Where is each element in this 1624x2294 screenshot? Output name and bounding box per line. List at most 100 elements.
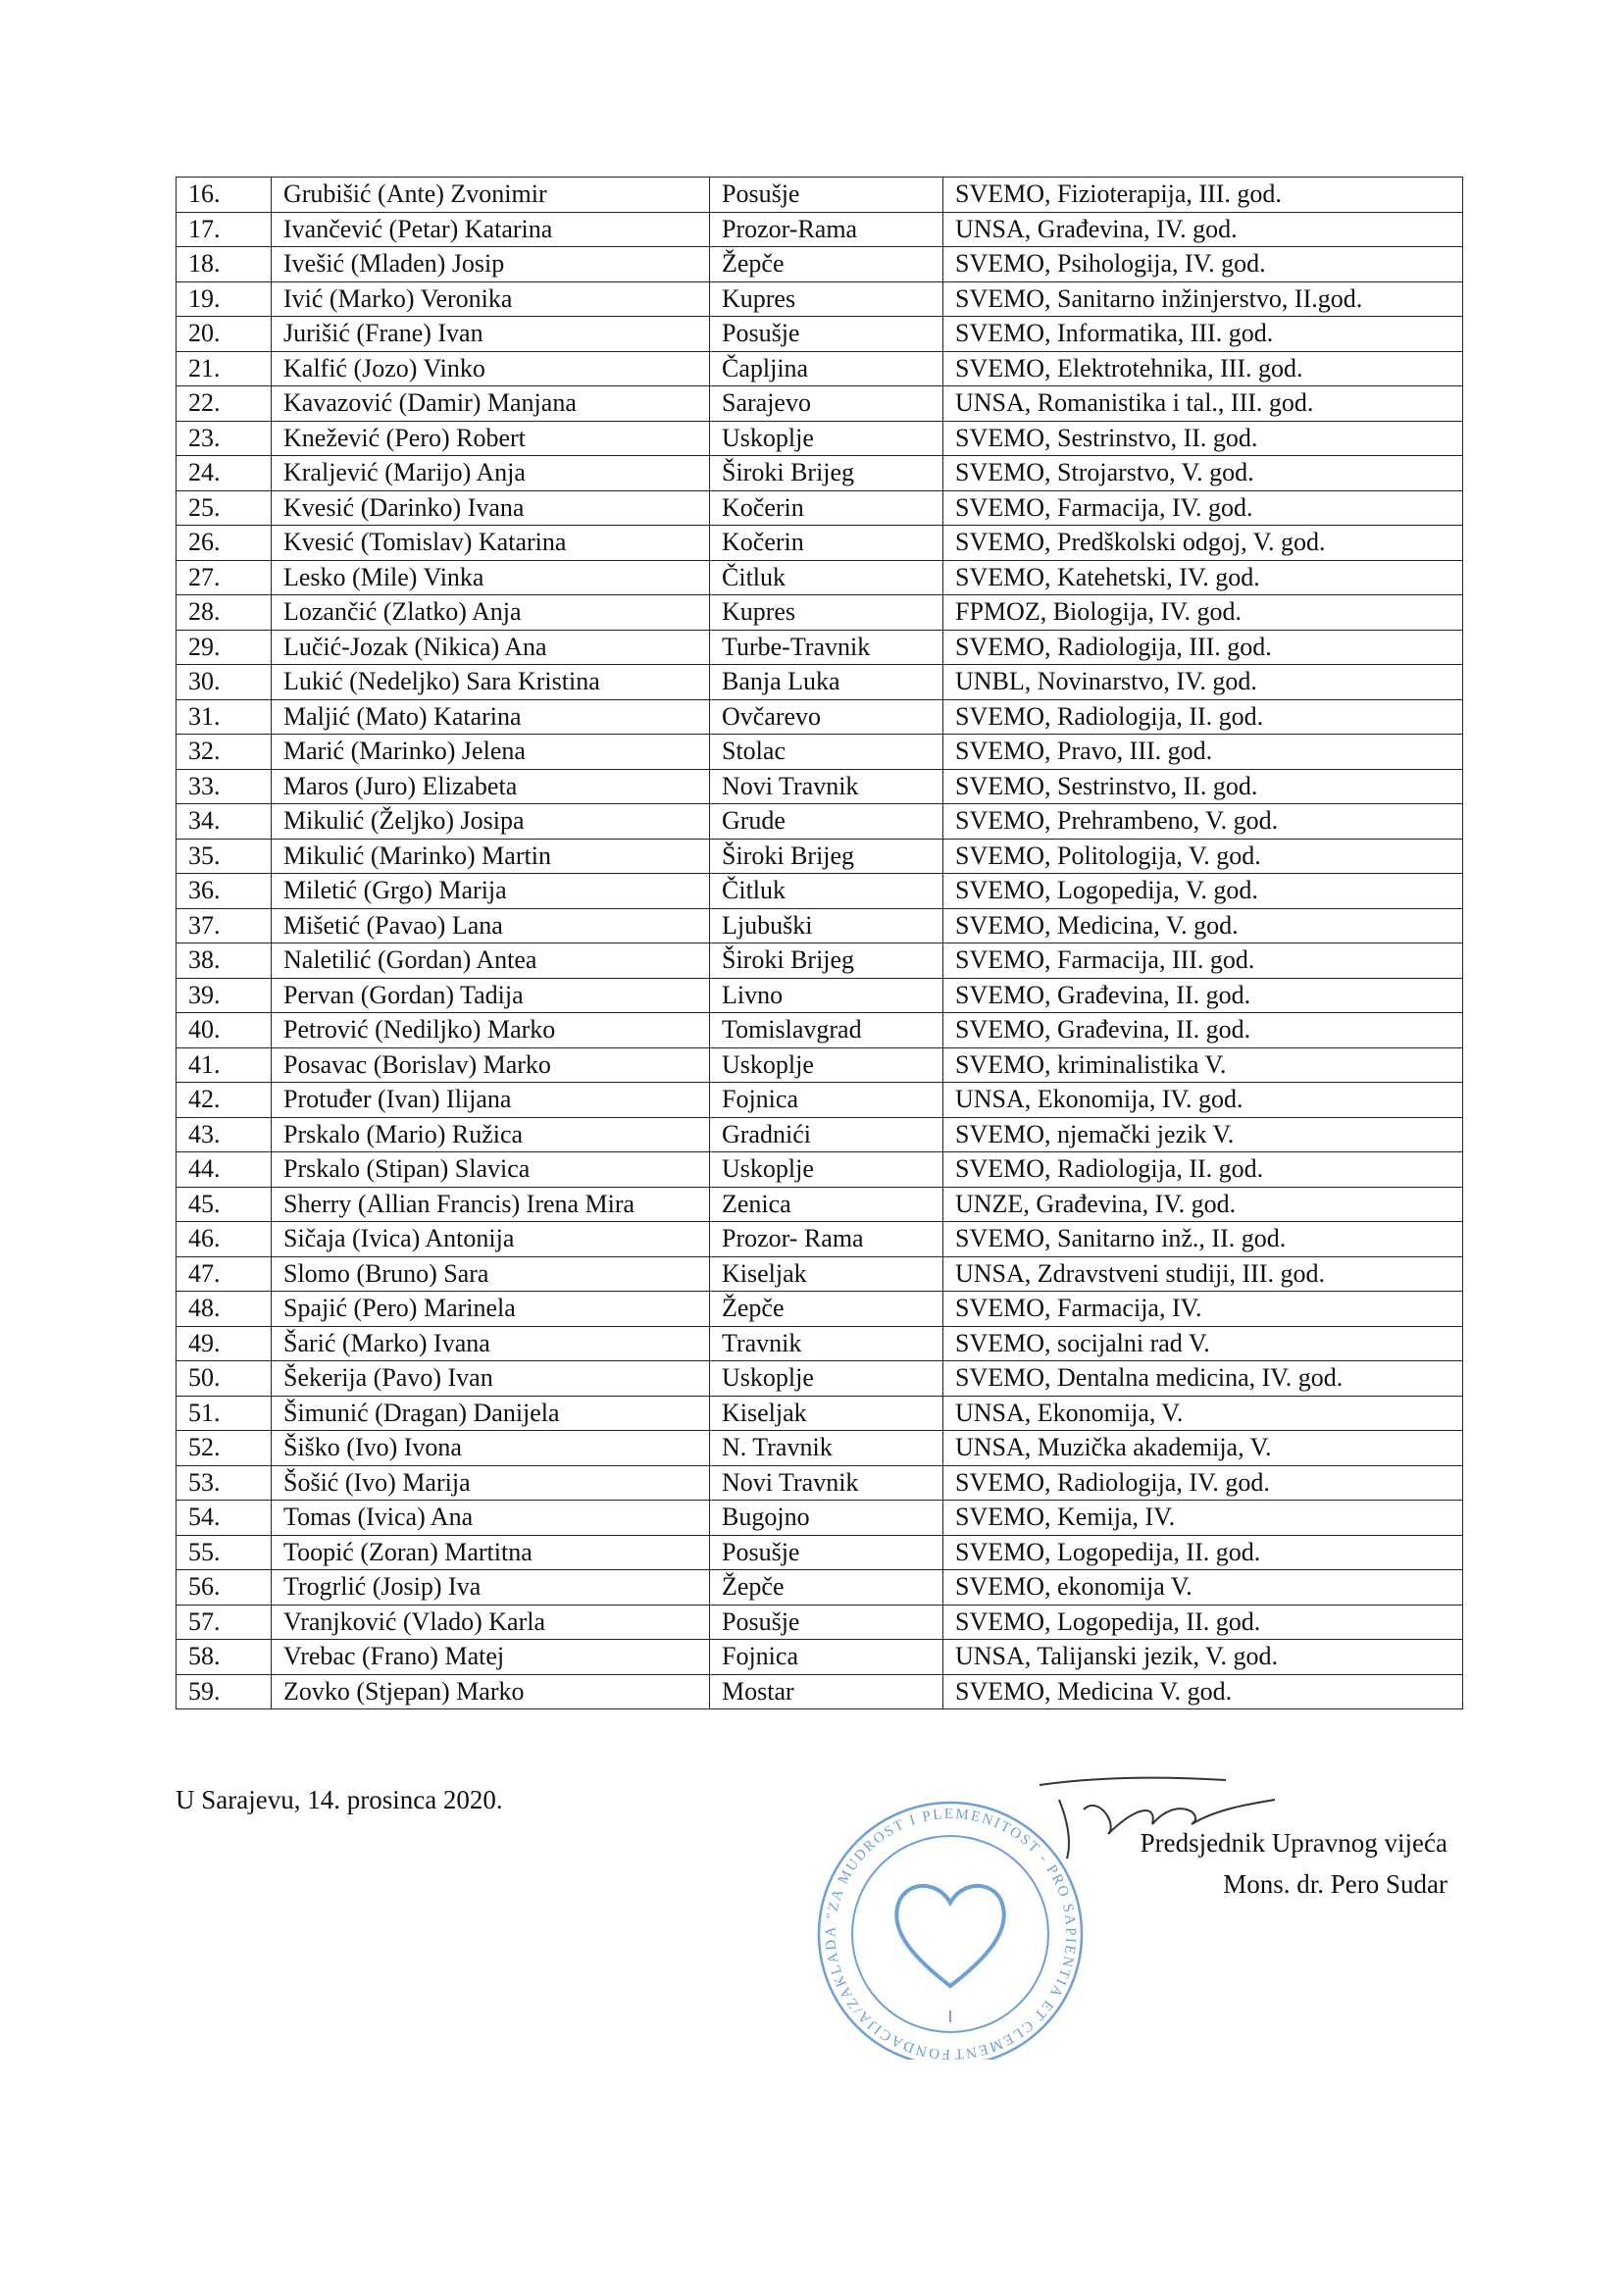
hometown: Novi Travnik [709,1464,943,1501]
study: SVEMO, Sestrinstvo, II. god. [942,768,1463,804]
table-row: 24. Kraljević (Marijo) Anja Široki Brijeg S… [176,455,1463,491]
study: SVEMO, Politologija, V. god. [942,838,1463,874]
student-name: Šarić (Marko) Ivana [271,1325,710,1361]
hometown: Posušje [709,316,943,352]
table-row: 57. Vranjković (Vlado) Karla Posušje SVEMO,… [176,1604,1463,1640]
place-date: U Sarajevu, 14. prosinca 2020. [176,1785,503,1814]
student-name: Šošić (Ivo) Marija [271,1464,710,1501]
study: SVEMO, Građevina, II. god. [942,977,1463,1013]
hometown: Zenica [709,1186,943,1222]
hometown: Široki Brijeg [709,943,943,979]
student-name: Toopić (Zoran) Martitna [271,1534,710,1570]
study: SVEMO, kriminalistika V. [942,1046,1463,1083]
row-number: 36. [176,873,272,909]
signatory-name: Mons. dr. Pero Sudar [1223,1869,1447,1899]
study: UNSA, Ekonomija, IV. god. [942,1082,1463,1118]
student-name: Sherry (Allian Francis) Irena Mira [271,1186,710,1222]
table-row: 45. Sherry (Allian Francis) Irena Mira Zen… [176,1186,1463,1222]
row-number: 34. [176,803,272,840]
study: UNSA, Ekonomija, V. [942,1395,1463,1431]
student-name: Posavac (Borislav) Marko [271,1046,710,1083]
table-row: 21. Kalfić (Jozo) Vinko Čapljina SVEMO, Ele… [176,350,1463,386]
table-row: 28. Lozančić (Zlatko) Anja Kupres FPMOZ, Bi… [176,594,1463,631]
row-number: 51. [176,1395,272,1431]
student-name: Lozančić (Zlatko) Anja [271,594,710,631]
study: SVEMO, Radiologija, II. god. [942,1151,1463,1188]
student-name: Knežević (Pero) Robert [271,420,710,456]
row-number: 25. [176,489,272,526]
signatory-title: Predsjednik Upravnog vijeća [1140,1828,1447,1858]
row-number: 45. [176,1186,272,1222]
study: SVEMO, Farmacija, IV. god. [942,489,1463,526]
study: UNSA, Zdravstveni studiji, III. god. [942,1255,1463,1292]
student-name: Marić (Marinko) Jelena [271,734,710,770]
row-number: 42. [176,1082,272,1118]
hometown: Turbe-Travnik [709,629,943,665]
hometown: Široki Brijeg [709,455,943,491]
hometown: Fojnica [709,1082,943,1118]
study: SVEMO, Kemija, IV. [942,1500,1463,1536]
row-number: 35. [176,838,272,874]
row-number: 26. [176,525,272,561]
table-row: 16. Grubišić (Ante) Zvonimir Posušje SVEMO,… [176,177,1463,213]
row-number: 38. [176,943,272,979]
student-name: Šimunić (Dragan) Danijela [271,1395,710,1431]
hometown: Kupres [709,594,943,631]
student-name: Naletilić (Gordan) Antea [271,943,710,979]
row-number: 52. [176,1430,272,1466]
row-number: 29. [176,629,272,665]
study: SVEMO, Radiologija, II. god. [942,698,1463,735]
study: SVEMO, Radiologija, IV. god. [942,1464,1463,1501]
study: SVEMO, Prehrambeno, V. god. [942,803,1463,840]
hometown: Livno [709,977,943,1013]
student-name: Ivešić (Mladen) Josip [271,246,710,282]
student-table: 16. Grubišić (Ante) Zvonimir Posušje SVEMO,… [176,177,1463,1709]
student-name: Prskalo (Mario) Ružica [271,1116,710,1152]
row-number: 40. [176,1012,272,1048]
student-name: Protuđer (Ivan) Ilijana [271,1082,710,1118]
study: SVEMO, Sestrinstvo, II. god. [942,420,1463,456]
hometown: Grude [709,803,943,840]
study: SVEMO, Psihologija, IV. god. [942,246,1463,282]
study: UNZE, Građevina, IV. god. [942,1186,1463,1222]
table-row: 44. Prskalo (Stipan) Slavica Uskoplje SVEMO… [176,1151,1463,1188]
student-name: Šiško (Ivo) Ivona [271,1430,710,1466]
study: UNSA, Romanistika i tal., III. god. [942,385,1463,422]
hometown: Uskoplje [709,420,943,456]
table-row: 43. Prskalo (Mario) Ružica Gradnići SVEMO, … [176,1116,1463,1152]
study: SVEMO, socijalni rad V. [942,1325,1463,1361]
row-number: 49. [176,1325,272,1361]
study: SVEMO, ekonomija V. [942,1569,1463,1606]
study: FPMOZ, Biologija, IV. god. [942,594,1463,631]
hometown: Prozor- Rama [709,1221,943,1257]
row-number: 46. [176,1221,272,1257]
hometown: Uskoplje [709,1046,943,1083]
hometown: Mostar [709,1673,943,1709]
table-row: 26. Kvesić (Tomislav) Katarina Kočerin SVEM… [176,525,1463,561]
stamp [817,1801,1084,2060]
table-row: 52. Šiško (Ivo) Ivona N. Travnik UNSA, Muzi… [176,1430,1463,1466]
student-name: Trogrlić (Josip) Iva [271,1569,710,1606]
row-number: 20. [176,316,272,352]
study: SVEMO, Medicina, V. god. [942,907,1463,943]
student-name: Kalfić (Jozo) Vinko [271,350,710,386]
student-name: Zovko (Stjepan) Marko [271,1673,710,1709]
student-name: Mišetić (Pavao) Lana [271,907,710,943]
table-row: 34. Mikulić (Željko) Josipa Grude SVEMO, Pr… [176,803,1463,840]
hometown: Ovčarevo [709,698,943,735]
table-row: 55. Toopić (Zoran) Martitna Posušje SVEMO, … [176,1534,1463,1570]
table-row: 56. Trogrlić (Josip) Iva Žepče SVEMO, ekono… [176,1569,1463,1606]
row-number: 41. [176,1046,272,1083]
student-name: Lučić-Jozak (Nikica) Ana [271,629,710,665]
row-number: 44. [176,1151,272,1188]
study: SVEMO, Medicina V. god. [942,1673,1463,1709]
student-name: Kraljević (Marijo) Anja [271,455,710,491]
table-row: 48. Spajić (Pero) Marinela Žepče SVEMO, Far… [176,1291,1463,1327]
student-name: Grubišić (Ante) Zvonimir [271,177,710,213]
row-number: 47. [176,1255,272,1292]
table-row: 25. Kvesić (Darinko) Ivana Kočerin SVEMO, F… [176,489,1463,526]
table-row: 35. Mikulić (Marinko) Martin Široki Brijeg… [176,838,1463,874]
study: SVEMO, Logopedija, II. god. [942,1534,1463,1570]
student-name: Kvesić (Tomislav) Katarina [271,525,710,561]
study: SVEMO, Građevina, II. god. [942,1012,1463,1048]
